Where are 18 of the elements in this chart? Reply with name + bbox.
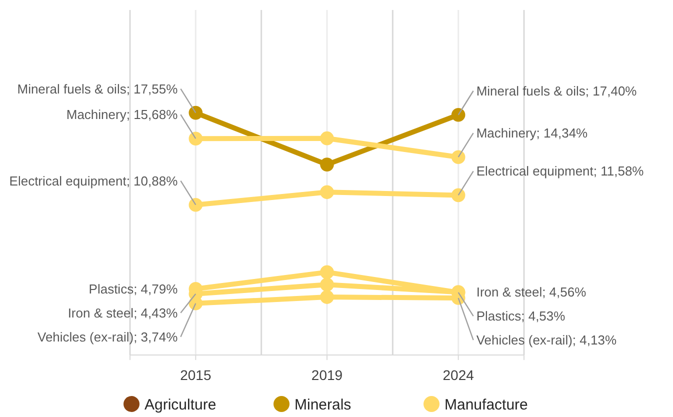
data-label: Mineral fuels & oils; 17,55% [17, 81, 178, 96]
legend-label: Manufacture [444, 396, 528, 414]
data-label: Electrical equipment; 11,58% [476, 164, 644, 179]
legend-label: Minerals [294, 396, 352, 414]
data-label: Machinery; 15,68% [66, 107, 178, 122]
data-label: Iron & steel; 4,56% [476, 284, 587, 300]
data-label: Machinery; 14,34% [476, 126, 588, 141]
data-label: Vehicles (ex-rail); 4,13% [476, 332, 617, 348]
data-label: Vehicles (ex-rail); 3,74% [37, 329, 178, 344]
data-label: Mineral fuels & oils; 17,40% [476, 83, 638, 98]
x-tick-label: 2015 [180, 366, 212, 383]
x-tick-label: 2019 [311, 366, 343, 383]
data-label: Plastics; 4,79% [88, 281, 178, 296]
data-label: Electrical equipment; 10,88% [9, 173, 178, 188]
x-tick-label: 2024 [442, 366, 474, 383]
legend-label: Agriculture [144, 396, 216, 414]
data-label: Plastics; 4,53% [476, 308, 566, 324]
data-label: Iron & steel; 4,43% [68, 305, 178, 320]
